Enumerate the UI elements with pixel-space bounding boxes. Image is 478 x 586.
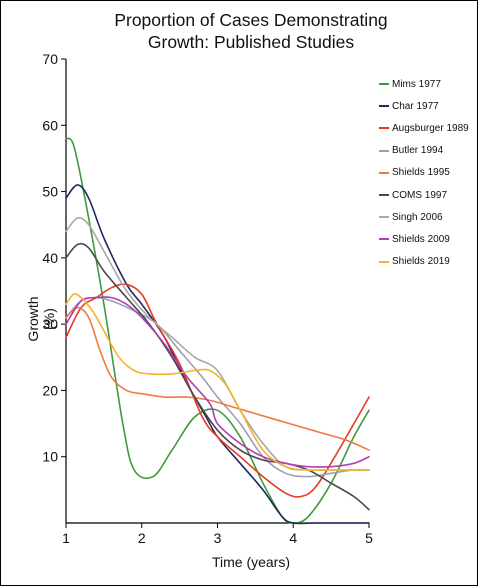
x-tick-label: 5	[365, 530, 373, 546]
legend-item: Singh 2006	[379, 206, 469, 228]
series-line-6	[65, 242, 370, 511]
legend-swatch	[379, 105, 389, 108]
y-axis-label: Growth (%)	[25, 296, 57, 342]
x-tick-label: 1	[62, 530, 70, 546]
legend-label: COMS 1997	[392, 189, 448, 201]
series-line-3	[65, 283, 370, 498]
legend-label: Augsburger 1989	[392, 122, 469, 134]
series-line-4	[65, 296, 370, 478]
legend-item: Shields 2009	[379, 228, 469, 250]
x-tick-label: 4	[289, 530, 297, 546]
series-line-9	[65, 293, 370, 472]
legend-swatch	[379, 83, 389, 86]
legend-swatch	[379, 149, 389, 152]
legend-item: Shields 1995	[379, 162, 469, 184]
y-tick-label: 10	[42, 449, 58, 465]
legend-label: Singh 2006	[392, 211, 443, 223]
legend-label: Char 1977	[392, 100, 439, 112]
y-tick-label: 50	[42, 184, 58, 200]
legend-item: COMS 1997	[379, 184, 469, 206]
legend-item: Augsburger 1989	[379, 117, 469, 139]
chart-title: Proportion of Cases Demonstrating Growth…	[61, 9, 441, 53]
y-tick-label: 70	[42, 51, 58, 67]
legend-label: Shields 2019	[392, 256, 450, 268]
legend-swatch	[379, 194, 389, 197]
legend-label: Mims 1977	[392, 78, 441, 90]
legend-item: Shields 2019	[379, 251, 469, 273]
legend-swatch	[379, 171, 389, 174]
legend-swatch	[379, 216, 389, 219]
legend-item: Butler 1994	[379, 140, 469, 162]
legend: Mims 1977 Char 1977 Augsburger 1989 Butler …	[379, 73, 469, 273]
y-tick-label: 30	[42, 316, 58, 332]
series-line-8	[65, 296, 370, 468]
y-tick-label: 40	[42, 250, 58, 266]
x-axis-label: Time (years)	[211, 554, 291, 570]
legend-label: Shields 2009	[392, 233, 450, 245]
y-tick-label: 20	[42, 382, 58, 398]
legend-swatch	[379, 260, 389, 263]
legend-swatch	[379, 127, 389, 130]
chart-title-line-1: Proportion of Cases Demonstrating	[114, 10, 388, 30]
legend-swatch	[379, 238, 389, 241]
x-tick-label: 3	[214, 530, 222, 546]
legend-item: Char 1977	[379, 95, 469, 117]
legend-label: Butler 1994	[392, 145, 444, 157]
legend-item: Mims 1977	[379, 73, 469, 95]
chart-title-line-2: Growth: Published Studies	[147, 32, 355, 52]
series-line-2	[65, 184, 370, 525]
y-tick-label: 60	[42, 117, 58, 133]
series-line-5	[65, 306, 370, 451]
series-line-1	[65, 137, 370, 524]
x-tick-label: 2	[138, 530, 146, 546]
legend-label: Shields 1995	[392, 167, 450, 179]
